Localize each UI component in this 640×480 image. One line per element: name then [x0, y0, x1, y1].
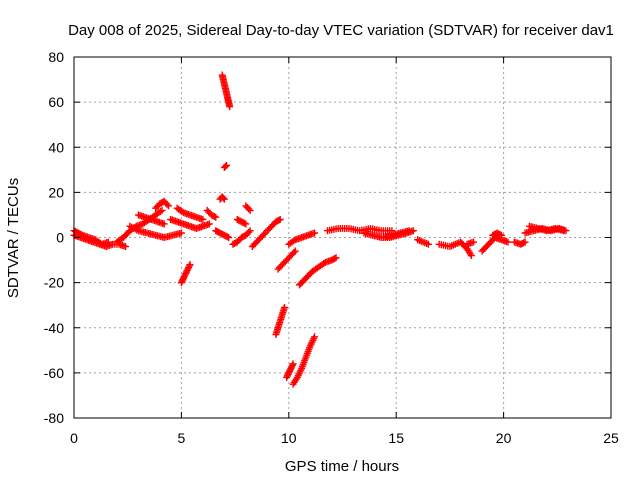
data-point-marker [470, 238, 478, 246]
data-point-marker [77, 230, 85, 238]
data-point-marker [199, 215, 207, 223]
x-tick-label: 10 [281, 430, 297, 446]
data-point-marker [245, 205, 253, 213]
data-point-marker [205, 220, 213, 228]
y-axis-ticks: -80 -60 -40 -20 0 20 40 60 80 [44, 49, 611, 426]
y-tick-label: 60 [48, 94, 64, 110]
data-point-marker [220, 195, 228, 203]
data-point-marker [223, 233, 231, 241]
data-point-marker [504, 238, 512, 246]
data-point-marker [221, 162, 229, 170]
data-point-marker [467, 252, 475, 260]
data-point-marker [226, 103, 234, 111]
x-tick-label: 0 [70, 430, 78, 446]
data-point-marker [225, 234, 233, 241]
data-point-marker [245, 228, 253, 236]
data-point-marker [163, 200, 171, 208]
data-point-marker [290, 249, 298, 257]
data-point-marker [260, 230, 268, 238]
data-point-marker [520, 239, 528, 247]
chart-title: Day 008 of 2025, Sidereal Day-to-day VTE… [68, 22, 614, 39]
data-point-marker [156, 208, 164, 216]
data-point-marker [521, 238, 529, 246]
data-point-marker [210, 212, 218, 220]
x-tick-label: 25 [603, 430, 619, 446]
data-point-marker [177, 229, 185, 237]
data-point-marker [497, 231, 505, 239]
y-tick-label: -60 [44, 365, 64, 381]
data-point-marker [289, 360, 297, 368]
data-point-marker [246, 227, 254, 235]
data-point-marker [158, 206, 166, 214]
data-point-marker [275, 216, 283, 224]
y-tick-label: 0 [56, 230, 64, 246]
data-point-marker [496, 230, 504, 238]
data-point-marker [219, 194, 227, 202]
data-point-marker [311, 333, 319, 341]
data-points [70, 71, 570, 388]
data-point-marker [332, 254, 340, 262]
data-point-marker [104, 238, 112, 246]
y-tick-label: -20 [44, 275, 64, 291]
data-point-marker [185, 262, 193, 270]
data-point-marker [160, 220, 168, 228]
y-tick-label: 40 [48, 139, 64, 155]
x-tick-label: 20 [496, 430, 512, 446]
data-point-marker [276, 215, 284, 223]
data-point-marker [212, 213, 220, 221]
data-point-marker [240, 219, 248, 227]
data-point-marker [281, 303, 289, 311]
data-point-marker [405, 227, 413, 235]
data-point-marker [291, 247, 299, 255]
y-tick-label: 80 [48, 49, 64, 65]
data-point-marker [223, 161, 231, 169]
data-point-marker [424, 240, 432, 248]
data-point-marker [560, 227, 568, 235]
x-tick-label: 15 [388, 430, 404, 446]
data-point-marker [165, 202, 173, 210]
data-point-marker [122, 243, 130, 251]
data-point-marker [288, 361, 296, 369]
y-tick-label: 20 [48, 184, 64, 200]
x-axis-ticks: 0 5 10 15 20 25 [70, 57, 619, 446]
y-axis-label: SDTVAR / TECUs [5, 178, 22, 298]
y-tick-label: -40 [44, 320, 64, 336]
data-point-marker [186, 261, 194, 269]
x-axis-label: GPS time / hours [285, 458, 399, 475]
data-point-marker [331, 255, 339, 263]
x-tick-label: 5 [178, 430, 186, 446]
data-point-marker [311, 229, 319, 237]
y-tick-label: -80 [44, 410, 64, 426]
data-point-marker [246, 206, 254, 214]
data-point-marker [242, 220, 250, 228]
